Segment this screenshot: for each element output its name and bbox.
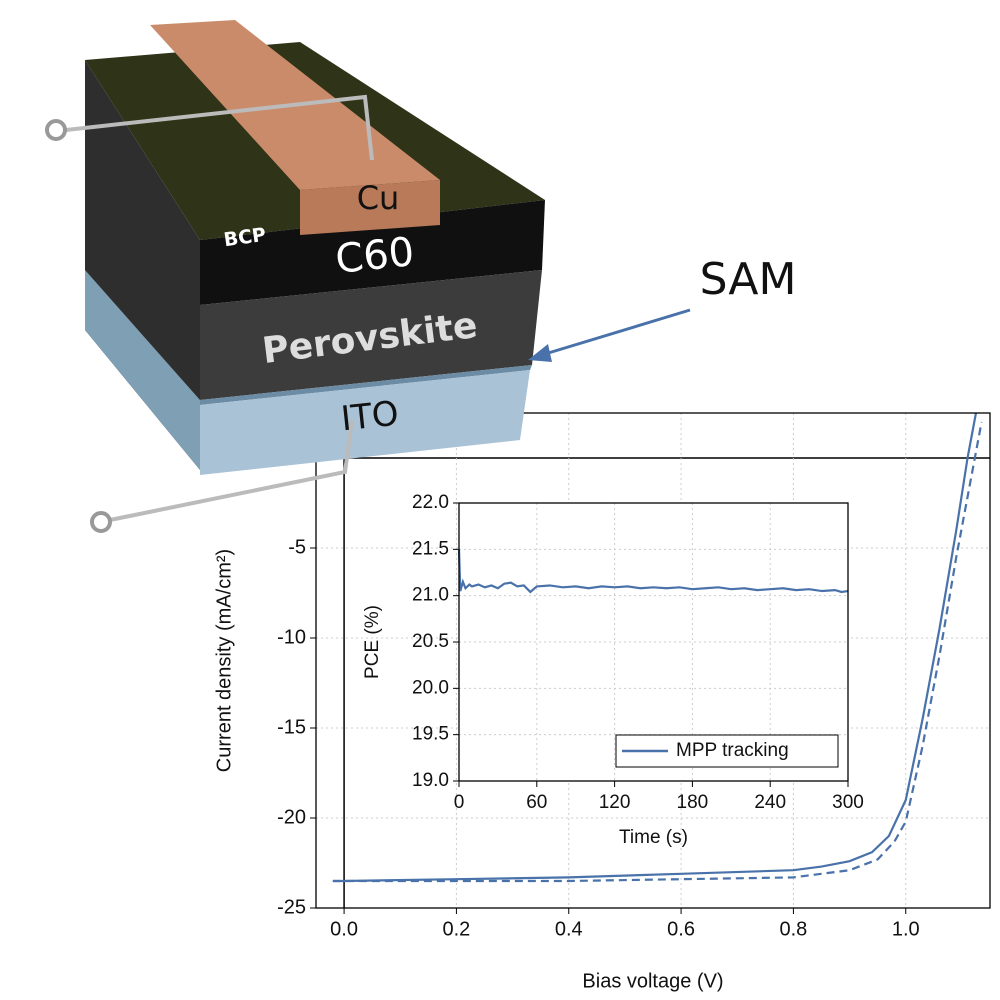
- wire-loop: [90, 511, 112, 533]
- x-tick-label: 0.0: [330, 918, 358, 940]
- y-tick-label: 22.0: [412, 492, 449, 513]
- sam-label: SAM: [700, 254, 797, 305]
- cu-front: [300, 180, 440, 235]
- plot-frame: [315, 412, 991, 909]
- x-tick-label: 1.0: [892, 918, 920, 940]
- y-tick-label: -10: [277, 626, 306, 648]
- y-tick-label: -15: [277, 716, 306, 738]
- c60-layer: [200, 200, 545, 305]
- y-tick-label: 20.5: [412, 631, 449, 652]
- sam-layer: [200, 365, 532, 405]
- charts: -25 -20 -15 -10 -5 0 0.0 0.2 0.4 0.6 0.8 1.0 Bias vo…: [213, 412, 991, 992]
- series-line: [332, 412, 978, 883]
- x-tick-label: 0.2: [443, 918, 471, 940]
- callout-arrow: [544, 308, 691, 356]
- x-tick-label: 0.6: [667, 918, 695, 940]
- y-tick-label: 19.0: [412, 770, 449, 791]
- x-axis-label: Bias voltage (V): [582, 970, 723, 992]
- y-tick-label: 20.0: [412, 677, 449, 698]
- series-line: [457, 549, 849, 594]
- wire-loop: [45, 119, 67, 141]
- y-axis-label: Current density (mA/cm²): [213, 549, 235, 772]
- c60-label: C60: [333, 229, 416, 283]
- device-illustration: Cu BCP C60 Perovskite ITO SAM: [45, 20, 797, 533]
- x-tick-label: 240: [754, 792, 786, 813]
- wire: [109, 419, 354, 522]
- perovskite-layer: [200, 270, 542, 400]
- legend-label: MPP tracking: [676, 740, 789, 761]
- y-tick-label: 21.0: [412, 585, 449, 606]
- x-tick-label: 180: [677, 792, 709, 813]
- y-tick-label: -5: [288, 536, 306, 558]
- side-ito: [85, 270, 200, 470]
- y-tick-label: -25: [277, 896, 306, 918]
- x-tick-label: 0: [454, 792, 465, 813]
- x-axis-label: Time (s): [619, 827, 688, 848]
- series-line: [332, 421, 983, 883]
- ito-layer: [200, 370, 530, 475]
- x-tick-label: 0.8: [780, 918, 808, 940]
- y-axis-label: PCE (%): [362, 605, 383, 679]
- x-tick-label: 300: [832, 792, 864, 813]
- x-tick-label: 120: [599, 792, 631, 813]
- x-tick-label: 60: [526, 792, 547, 813]
- x-tick-label: 0.4: [555, 918, 583, 940]
- y-tick-label: -20: [277, 806, 306, 828]
- ito-label: ITO: [339, 394, 400, 440]
- plot-frame: [458, 502, 849, 782]
- wire: [65, 94, 374, 161]
- cu-label: Cu: [357, 179, 400, 217]
- arrowhead: [528, 344, 552, 362]
- y-tick-label: 19.5: [412, 724, 449, 745]
- y-tick-label: 21.5: [412, 538, 449, 559]
